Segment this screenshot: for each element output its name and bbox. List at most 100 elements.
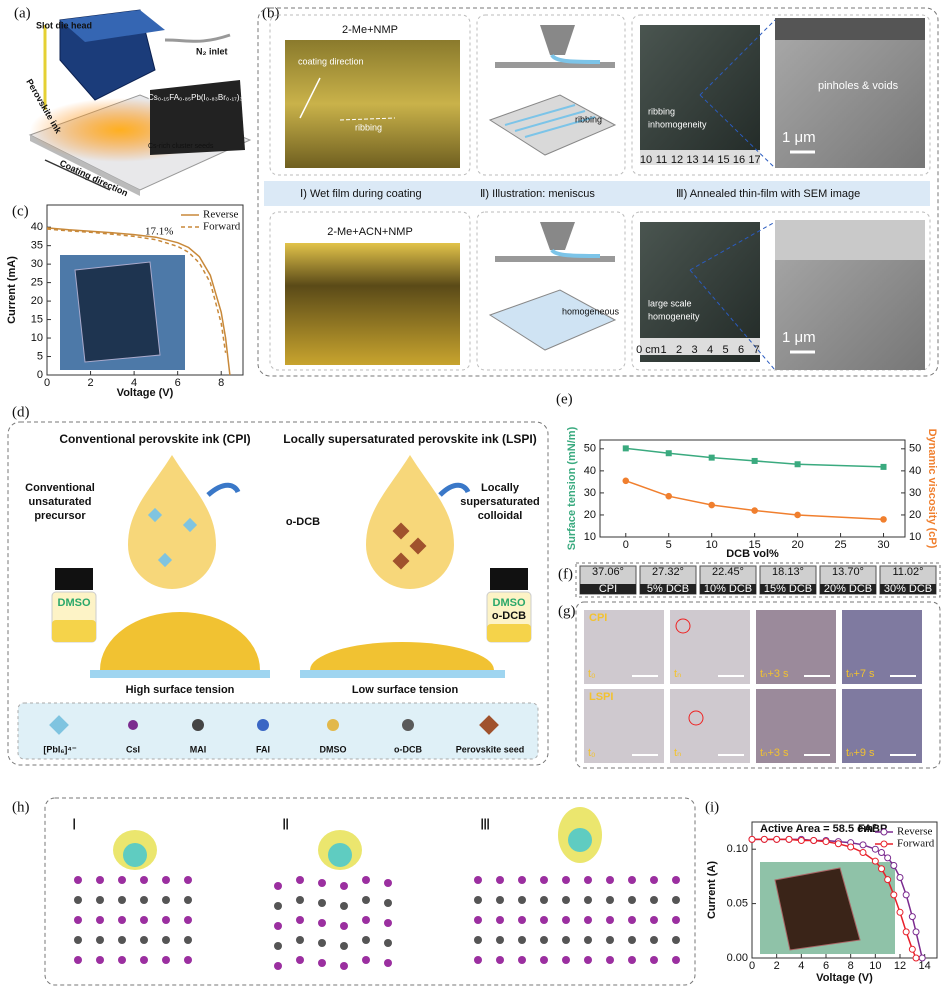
- label: 2-Me+ACN+NMP: [327, 226, 413, 238]
- y-tick-label: 40: [584, 465, 596, 477]
- atom: [496, 916, 504, 924]
- atom: [650, 876, 658, 884]
- legend-label: o-DCB: [394, 744, 422, 754]
- atom: [318, 899, 326, 907]
- atom: [540, 956, 548, 964]
- label: Slot die head: [36, 20, 92, 30]
- x-tick-label: 8: [848, 960, 854, 972]
- contact-angle: 18.13°: [772, 566, 804, 578]
- charge-density: [568, 828, 592, 852]
- panel-a: (a) Slot die head N₂ inlet Perovskite in…: [14, 5, 252, 198]
- atom: [274, 942, 282, 950]
- sem-edge: [775, 220, 925, 260]
- label: ribbing: [355, 122, 382, 132]
- droplet-base: [640, 584, 696, 594]
- sem-image: [775, 18, 925, 168]
- point: [760, 835, 768, 843]
- atom: [362, 916, 370, 924]
- substrate: [90, 670, 270, 678]
- panel-label: (h): [12, 799, 30, 815]
- x-tick-label: 2: [774, 960, 780, 972]
- atom: [384, 959, 392, 967]
- charge-density: [123, 843, 147, 867]
- atom: [140, 936, 148, 944]
- legend-label: DMSO: [320, 744, 347, 754]
- x-tick-label: 4: [798, 960, 804, 972]
- atom: [184, 876, 192, 884]
- title: Conventional perovskite ink (CPI): [59, 432, 250, 446]
- atom: [540, 896, 548, 904]
- label: homogeneity: [648, 311, 700, 321]
- y-tick-label: 10: [31, 332, 43, 344]
- atom: [650, 896, 658, 904]
- atom: [496, 876, 504, 884]
- sample-label: CPI: [599, 583, 617, 595]
- y2-tick-label: 30: [909, 487, 921, 499]
- atom: [296, 896, 304, 904]
- atom: [518, 896, 526, 904]
- time-label: t₀: [588, 747, 596, 759]
- ruler-label: 7: [753, 344, 759, 356]
- sub-box: [269, 14, 471, 176]
- atom: [118, 956, 126, 964]
- atom: [384, 879, 392, 887]
- micrograph: [584, 689, 664, 763]
- time-label: tₙ+3 s: [760, 747, 789, 759]
- atom: [162, 936, 170, 944]
- point: [878, 848, 885, 856]
- x-tick-label: 2: [87, 377, 93, 389]
- atom: [362, 896, 370, 904]
- panel-i-decor: [760, 862, 895, 954]
- x-axis-label: Voltage (V): [816, 972, 873, 984]
- point: [884, 854, 892, 862]
- atom: [74, 916, 82, 924]
- time-label: tₙ+3 s: [760, 668, 789, 680]
- panel-h: (h) Ⅰ Ⅱ Ⅲ: [12, 797, 696, 986]
- atom: [474, 956, 482, 964]
- point: [908, 945, 916, 953]
- atom: [384, 899, 392, 907]
- sample-label: 10% DCB: [704, 583, 752, 595]
- arrow: [438, 482, 471, 497]
- plot-frame: [599, 439, 906, 538]
- row-label: LSPI: [589, 691, 613, 703]
- vial-liquid: [52, 620, 96, 642]
- sample-label: 5% DCB: [647, 583, 689, 595]
- sub-box: [476, 211, 626, 371]
- legend-label: Reverse: [203, 209, 239, 221]
- sem-edge: [775, 18, 925, 40]
- atom: [584, 916, 592, 924]
- sub-box: [631, 14, 931, 176]
- charge-density: [328, 843, 352, 867]
- label: ribbing: [648, 106, 675, 116]
- x-tick-label: 5: [666, 539, 672, 551]
- ruler-label: 11: [656, 154, 667, 166]
- x-tick-label: 0: [44, 377, 50, 389]
- micrograph: [756, 689, 836, 763]
- atom: [362, 936, 370, 944]
- caption: Ⅲ) Annealed thin-film with SEM image: [676, 188, 860, 200]
- point: [884, 876, 892, 884]
- panel-label: (d): [12, 404, 30, 420]
- slot-die-top: [60, 10, 165, 42]
- substrate: [495, 62, 615, 68]
- x-tick-label: 6: [175, 377, 181, 389]
- ruler-label: 4: [707, 344, 713, 356]
- atom: [584, 896, 592, 904]
- atom: [96, 936, 104, 944]
- ruler-label: 0 cm: [636, 344, 660, 356]
- panels-fg: (f) (g): [558, 562, 941, 769]
- caption: Ⅱ) Illustration: meniscus: [480, 188, 595, 200]
- annotation: 17.1%: [145, 226, 173, 238]
- micrograph: [670, 689, 750, 763]
- atom: [184, 896, 192, 904]
- seeds: [392, 522, 427, 570]
- atom: [96, 876, 104, 884]
- x-tick-label: 25: [834, 539, 846, 551]
- point: [708, 501, 715, 509]
- label: o-DCB: [492, 610, 526, 622]
- panel-label: (c): [12, 203, 29, 219]
- point: [665, 450, 672, 457]
- point: [908, 913, 916, 921]
- point: [785, 835, 793, 843]
